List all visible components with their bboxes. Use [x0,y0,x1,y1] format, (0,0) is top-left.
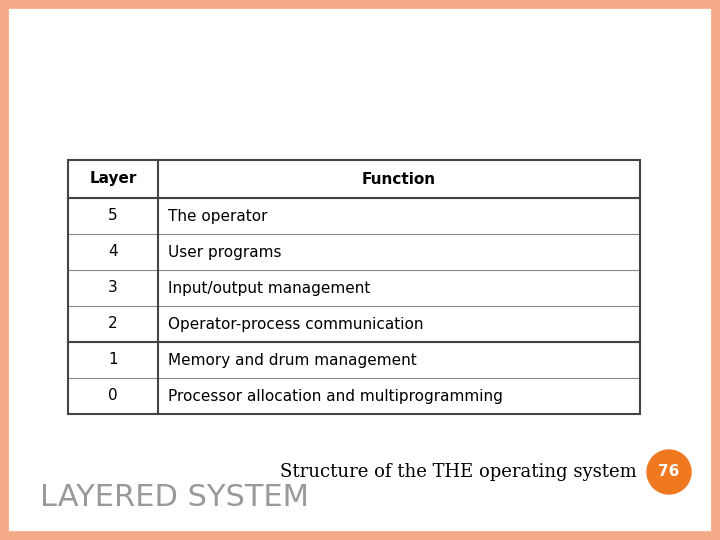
Text: Operator-process communication: Operator-process communication [168,316,423,332]
Text: Input/output management: Input/output management [168,280,370,295]
Text: 76: 76 [658,464,680,480]
Text: 3: 3 [108,280,118,295]
Text: Layer: Layer [89,172,137,186]
Text: 2: 2 [108,316,118,332]
Circle shape [647,450,691,494]
Bar [68,270,640,306]
Text: Function: Function [362,172,436,186]
Bar [68,234,640,270]
Text: Memory and drum management: Memory and drum management [168,353,417,368]
Text: User programs: User programs [168,245,282,260]
Bar [68,378,640,414]
Bar [68,160,640,198]
Text: 0: 0 [108,388,118,403]
Text: 5: 5 [108,208,118,224]
Bar [68,198,640,234]
Text: 4: 4 [108,245,118,260]
Text: Structure of the THE operating system: Structure of the THE operating system [280,463,636,481]
Text: LAYERED SYSTEM: LAYERED SYSTEM [40,483,309,512]
Bar [68,306,640,342]
Text: 1: 1 [108,353,118,368]
Text: Processor allocation and multiprogramming: Processor allocation and multiprogrammin… [168,388,503,403]
Bar [68,160,640,414]
Bar [68,342,640,378]
Text: The operator: The operator [168,208,268,224]
